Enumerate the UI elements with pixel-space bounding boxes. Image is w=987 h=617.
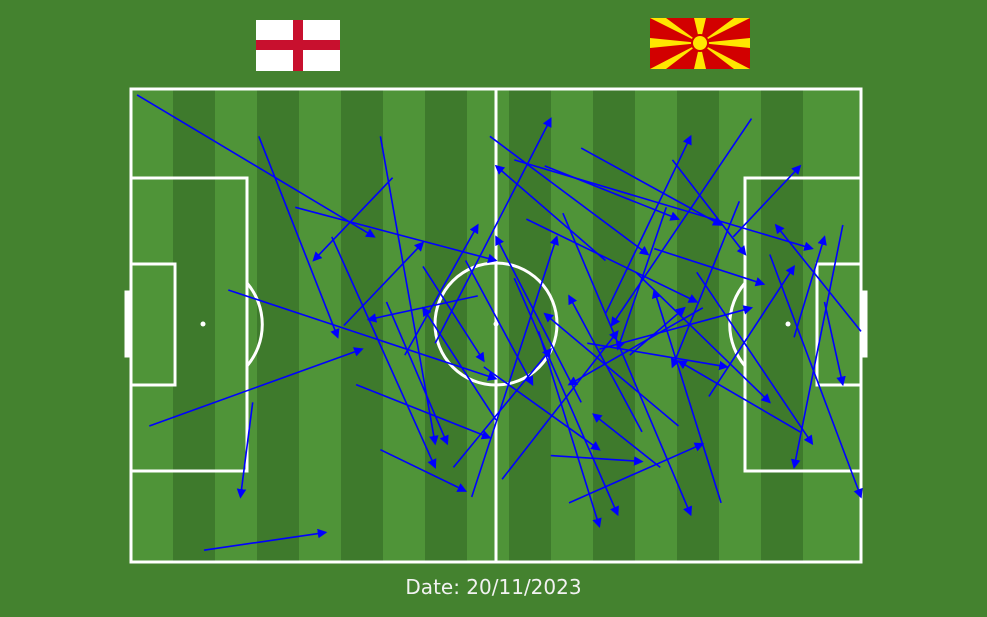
pass-arrow: [385, 301, 449, 446]
pass-arrow: [671, 159, 747, 256]
pass-arrow: [592, 413, 661, 469]
pass-arrow: [793, 235, 827, 338]
pass-arrow: [732, 164, 802, 238]
pass-arrow: [501, 330, 619, 480]
pass-arrow: [652, 288, 722, 504]
pass-arrows: [136, 94, 863, 551]
pass-arrow: [769, 254, 863, 499]
pass-arrow: [587, 342, 729, 371]
pass-arrow: [422, 265, 485, 363]
pass-arrow: [312, 177, 394, 262]
pass-arrow: [149, 347, 364, 427]
pass-arrow: [422, 306, 497, 421]
right-goal: [859, 290, 868, 358]
pass-arrow: [452, 347, 552, 468]
pass-arrow: [494, 164, 607, 262]
pass-arrow: [567, 307, 704, 386]
pass-arrow: [610, 118, 753, 327]
left-goal: [124, 290, 133, 358]
pass-arrow: [696, 271, 814, 446]
pass-arrow: [355, 383, 492, 440]
pass-arrow: [670, 201, 741, 369]
pass-arrow: [366, 295, 478, 323]
pass-arrow: [823, 301, 846, 387]
pass-arrow: [599, 305, 754, 350]
pass-arrow: [544, 165, 680, 221]
pass-arrow: [562, 212, 692, 517]
pass-arrow: [790, 224, 844, 469]
pass-arrow: [550, 454, 644, 466]
pass-arrow: [434, 117, 552, 344]
pass-arrow: [464, 260, 534, 387]
pass-arrow: [568, 294, 643, 433]
north-macedonia-flag: [650, 18, 750, 69]
pass-arrow: [635, 271, 771, 404]
pass-arrow: [343, 241, 425, 327]
pass-arrow: [489, 135, 650, 256]
left-penalty-spot: [200, 321, 206, 327]
pass-arrow: [331, 236, 437, 469]
right-penalty-spot: [785, 321, 791, 327]
england-flag: [256, 20, 340, 71]
pass-arrow: [136, 94, 376, 238]
pass-arrow: [629, 306, 686, 356]
pass-arrow: [514, 159, 814, 251]
pass-arrow: [258, 136, 340, 339]
match-date: Date: 20/11/2023: [405, 575, 582, 599]
left-penalty-arc: [245, 282, 264, 367]
pass-arrow: [708, 265, 795, 397]
pass-arrow: [495, 235, 582, 403]
pass-arrow: [526, 218, 699, 303]
pass-arrow: [677, 360, 801, 433]
pass-arrow: [543, 312, 680, 427]
pass-arrow: [580, 147, 723, 226]
pass-arrow: [228, 289, 498, 381]
pass-arrow: [483, 366, 601, 451]
pass-arrow: [236, 402, 254, 499]
pass-arrow: [380, 448, 468, 492]
centre-spot: [493, 321, 499, 327]
pass-arrow: [568, 442, 705, 504]
right-penalty-arc: [728, 282, 747, 367]
pass-arrow: [404, 223, 479, 356]
pass-arrow: [203, 528, 328, 551]
pass-arrow: [470, 235, 559, 498]
pass-arrow: [653, 247, 766, 287]
